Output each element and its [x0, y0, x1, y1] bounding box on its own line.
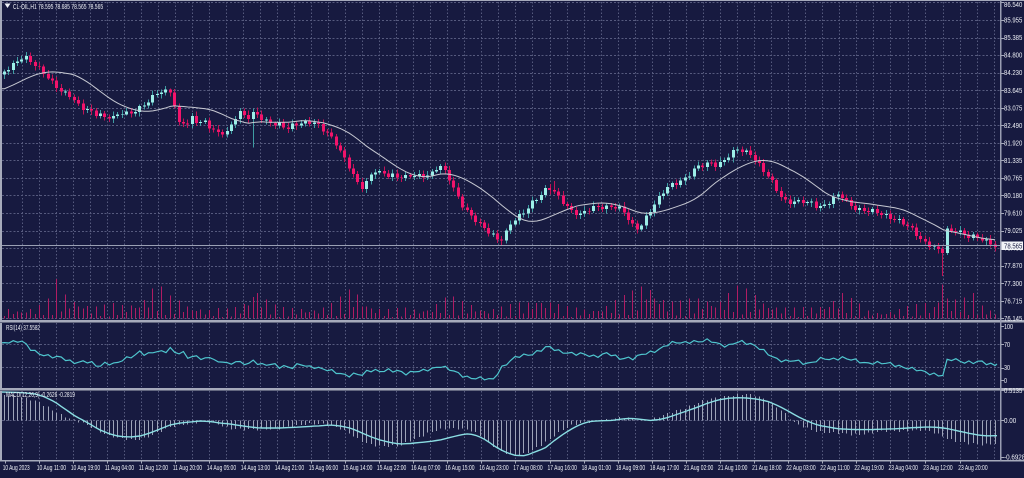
- svg-text:80.765: 80.765: [1004, 176, 1022, 183]
- svg-text:23 Aug 20:00: 23 Aug 20:00: [958, 465, 987, 472]
- svg-text:82.490: 82.490: [1004, 123, 1022, 130]
- svg-text:22 Aug 03:00: 22 Aug 03:00: [786, 465, 815, 472]
- svg-text:15 Aug 14:00: 15 Aug 14:00: [343, 465, 372, 472]
- svg-text:16 Aug 23:00: 16 Aug 23:00: [479, 465, 508, 472]
- svg-text:22 Aug 11:00: 22 Aug 11:00: [820, 465, 849, 472]
- svg-text:18 Aug 09:00: 18 Aug 09:00: [616, 465, 645, 472]
- svg-text:70: 70: [1004, 342, 1010, 349]
- svg-text:14 Aug 05:00: 14 Aug 05:00: [207, 465, 236, 472]
- svg-text:-0.6928: -0.6928: [1004, 455, 1024, 462]
- svg-text:16 Aug 15:00: 16 Aug 15:00: [445, 465, 474, 472]
- svg-text:77.300: 77.300: [1004, 281, 1022, 288]
- svg-text:78.565: 78.565: [1004, 243, 1022, 250]
- svg-text:0.00: 0.00: [1004, 418, 1016, 425]
- svg-text:22 Aug 19:00: 22 Aug 19:00: [854, 465, 883, 472]
- svg-text:81.920: 81.920: [1004, 140, 1022, 147]
- svg-text:21 Aug 18:00: 21 Aug 18:00: [752, 465, 781, 472]
- svg-text:15 Aug 22:00: 15 Aug 22:00: [377, 465, 406, 472]
- svg-text:81.335: 81.335: [1004, 158, 1022, 165]
- svg-text:100: 100: [1004, 324, 1013, 331]
- svg-text:17 Aug 16:00: 17 Aug 16:00: [548, 465, 577, 472]
- svg-text:85.955: 85.955: [1004, 18, 1022, 25]
- svg-text:85.385: 85.385: [1004, 35, 1022, 42]
- svg-text:MACD(12,26,9) -0.2626 -0.2819: MACD(12,26,9) -0.2626 -0.2819: [6, 390, 75, 399]
- svg-text:77.870: 77.870: [1004, 263, 1022, 270]
- svg-text:18 Aug 01:00: 18 Aug 01:00: [582, 465, 611, 472]
- svg-text:23 Aug 04:00: 23 Aug 04:00: [889, 465, 918, 472]
- svg-text:23 Aug 12:00: 23 Aug 12:00: [923, 465, 952, 472]
- svg-text:11 Aug 20:00: 11 Aug 20:00: [173, 465, 202, 472]
- svg-text:84.230: 84.230: [1004, 70, 1022, 77]
- svg-text:80.180: 80.180: [1004, 193, 1022, 200]
- svg-text:CL-OIL,H1 78.595 78.685 78.56: CL-OIL,H1 78.595 78.685 78.565 78.565: [13, 2, 103, 11]
- svg-text:11 Aug 12:00: 11 Aug 12:00: [139, 465, 168, 472]
- svg-text:16 Aug 07:00: 16 Aug 07:00: [411, 465, 440, 472]
- svg-text:79.610: 79.610: [1004, 211, 1022, 218]
- svg-text:11 Aug 04:00: 11 Aug 04:00: [105, 465, 134, 472]
- svg-text:30: 30: [1004, 365, 1010, 372]
- svg-text:86.540: 86.540: [1004, 2, 1022, 9]
- svg-text:10 Aug 2023: 10 Aug 2023: [3, 465, 30, 472]
- svg-text:0.5135: 0.5135: [1004, 388, 1022, 395]
- svg-text:76.145: 76.145: [1004, 316, 1022, 323]
- svg-text:17 Aug 08:00: 17 Aug 08:00: [513, 465, 542, 472]
- svg-text:0: 0: [1004, 378, 1007, 385]
- svg-text:14 Aug 21:00: 14 Aug 21:00: [275, 465, 304, 472]
- svg-text:76.715: 76.715: [1004, 298, 1022, 305]
- svg-text:21 Aug 02:00: 21 Aug 02:00: [684, 465, 713, 472]
- svg-text:18 Aug 17:00: 18 Aug 17:00: [650, 465, 679, 472]
- svg-text:83.075: 83.075: [1004, 105, 1022, 112]
- svg-text:15 Aug 06:00: 15 Aug 06:00: [309, 465, 338, 472]
- svg-text:14 Aug 13:00: 14 Aug 13:00: [241, 465, 270, 472]
- svg-text:10 Aug 11:00: 10 Aug 11:00: [37, 465, 66, 472]
- svg-text:21 Aug 10:00: 21 Aug 10:00: [718, 465, 747, 472]
- svg-text:83.645: 83.645: [1004, 88, 1022, 95]
- svg-text:84.800: 84.800: [1004, 53, 1022, 60]
- svg-text:10 Aug 19:00: 10 Aug 19:00: [71, 465, 100, 472]
- svg-text:79.025: 79.025: [1004, 228, 1022, 235]
- svg-text:RSI(14) 37.5582: RSI(14) 37.5582: [6, 323, 40, 332]
